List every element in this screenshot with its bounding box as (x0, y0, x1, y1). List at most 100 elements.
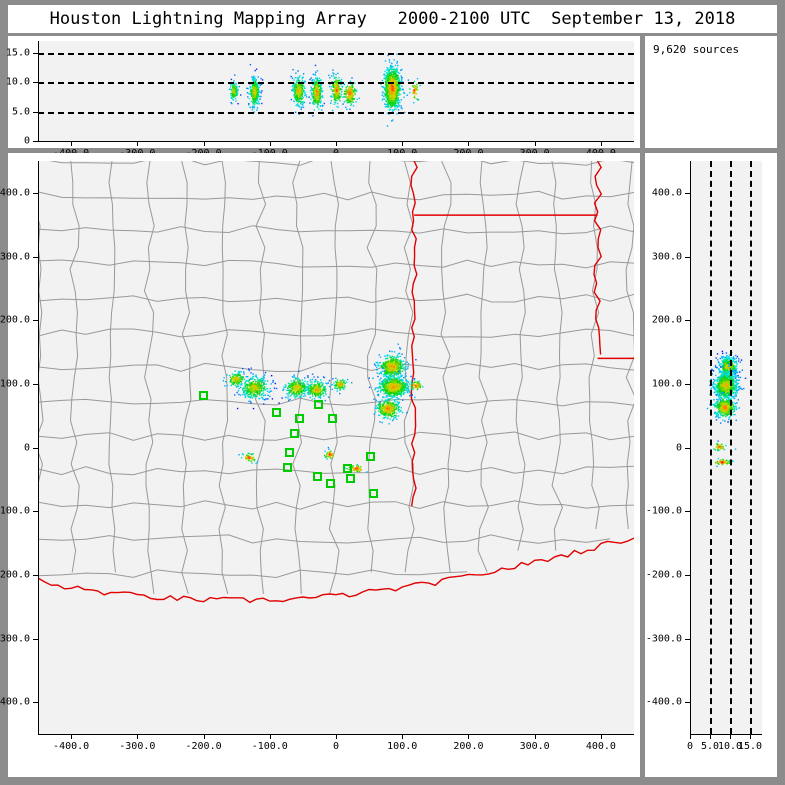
y-tick (685, 702, 690, 704)
x-tick (269, 734, 271, 739)
x-tick-label: 200.0 (453, 741, 484, 752)
plan-view-map-sources (222, 343, 424, 473)
y-tick-label: 100.0 (651, 378, 682, 390)
y-tick (685, 383, 690, 385)
x-tick-label: -300.0 (119, 741, 156, 752)
y-tick (685, 511, 690, 513)
source-count-panel: 9,620 sources (645, 36, 777, 148)
x-tick (402, 141, 404, 146)
lma-station-marker[interactable] (365, 451, 375, 461)
y-tick-label: 0 (23, 442, 30, 453)
x-tick-label: 100.0 (387, 741, 418, 752)
x-tick (730, 734, 731, 739)
altitude-vs-east-west-sources (228, 53, 421, 127)
vertical-gridline (710, 161, 712, 734)
y-tick (685, 192, 690, 194)
y-tick-label: 400.0 (0, 187, 30, 199)
lma-station-marker[interactable] (283, 463, 293, 473)
plan-view-map-plot[interactable] (38, 161, 634, 734)
lma-station-marker[interactable] (290, 428, 300, 438)
x-tick (71, 141, 73, 146)
y-tick-label: 0 (675, 442, 682, 453)
y-tick (685, 638, 690, 640)
y-tick (33, 447, 38, 449)
y-tick-label: 200.0 (0, 314, 30, 326)
altitude-vs-east-west-plot[interactable] (38, 41, 634, 141)
altitude-vs-north-south-panel: 0 5.0 10.0 15.0 -400.0 -300.0 -200.0 -100.0 0 100… (645, 153, 777, 777)
x-tick (534, 141, 536, 146)
x-tick (137, 141, 139, 146)
y-tick-label: -400.0 (0, 696, 30, 708)
lma-station-marker[interactable] (271, 407, 281, 417)
lma-station-marker[interactable] (343, 464, 353, 473)
plan-view-map-panel: -400.0 -300.0 -200.0 -100.0 0 100.0 200.0 300.0… (0, 153, 640, 777)
y-axis-line (38, 161, 39, 734)
y-tick-label: 10.0 (5, 76, 30, 88)
lma-station-marker[interactable] (285, 448, 295, 458)
source-count-label: 9,620 sources (653, 43, 740, 56)
y-tick (33, 320, 38, 322)
y-tick (33, 256, 38, 258)
x-tick (71, 734, 73, 739)
y-tick-label: -300.0 (0, 633, 30, 644)
x-tick-label: 0 (332, 741, 340, 752)
lma-station-marker[interactable] (328, 414, 338, 424)
x-tick (203, 734, 205, 739)
x-tick-label: 15.0 (737, 741, 763, 752)
lma-station-marker[interactable] (295, 414, 305, 424)
lma-station-marker[interactable] (199, 390, 209, 400)
y-tick (33, 638, 38, 640)
y-tick-label: -200.0 (645, 569, 682, 581)
x-tick (336, 141, 337, 146)
lma-station-marker[interactable] (346, 473, 356, 483)
y-tick (33, 702, 38, 704)
y-tick (685, 256, 690, 258)
x-tick (690, 734, 691, 739)
y-tick-label: 15.0 (5, 47, 30, 59)
x-tick (402, 734, 404, 739)
y-tick (33, 192, 38, 194)
x-tick (468, 141, 470, 146)
horizontal-gridline (38, 111, 634, 114)
x-tick (750, 734, 751, 739)
x-tick (269, 141, 271, 146)
y-tick (33, 511, 38, 513)
x-tick (203, 141, 205, 146)
x-tick-label: -400.0 (53, 741, 90, 752)
horizontal-gridline (38, 52, 634, 55)
horizontal-gridline (38, 82, 634, 85)
y-tick-label: 0 (23, 135, 30, 147)
x-tick (468, 734, 470, 739)
x-tick (336, 734, 337, 739)
x-tick-label: 10.0 (717, 741, 743, 752)
page-title: Houston Lightning Mapping Array 2000-210… (49, 9, 736, 29)
x-tick (600, 734, 602, 739)
vertical-gridline (730, 161, 732, 734)
y-tick (33, 383, 38, 385)
x-tick-label: -200.0 (185, 741, 222, 752)
title-bar: Houston Lightning Mapping Array 2000-210… (8, 5, 777, 33)
y-tick-label: 300.0 (0, 251, 30, 262)
lma-station-marker[interactable] (313, 400, 323, 410)
altitude-vs-east-west-panel: -400.0-300.0-200.0-100.00100.0200.0300.0… (5, 36, 640, 159)
lma-station-marker[interactable] (326, 479, 336, 489)
y-tick (685, 574, 690, 576)
x-tick-label: 5.0 (700, 741, 720, 752)
x-tick (600, 141, 602, 146)
lma-station-marker[interactable] (368, 488, 378, 498)
x-tick-label: 0 (686, 741, 694, 752)
y-tick-label: 100.0 (0, 378, 30, 390)
y-tick-label: -100.0 (645, 505, 682, 517)
y-axis-line (38, 41, 39, 141)
lma-station-marker[interactable] (312, 471, 322, 481)
y-tick (33, 574, 38, 576)
map-geography (38, 161, 634, 604)
y-axis-line (690, 161, 691, 734)
y-tick-label: -300.0 (645, 633, 682, 644)
y-tick-label: -400.0 (645, 696, 682, 708)
altitude-vs-north-south-plot[interactable] (690, 161, 762, 734)
x-tick (710, 734, 711, 739)
y-tick-label: 200.0 (651, 314, 682, 326)
y-tick (33, 52, 38, 54)
